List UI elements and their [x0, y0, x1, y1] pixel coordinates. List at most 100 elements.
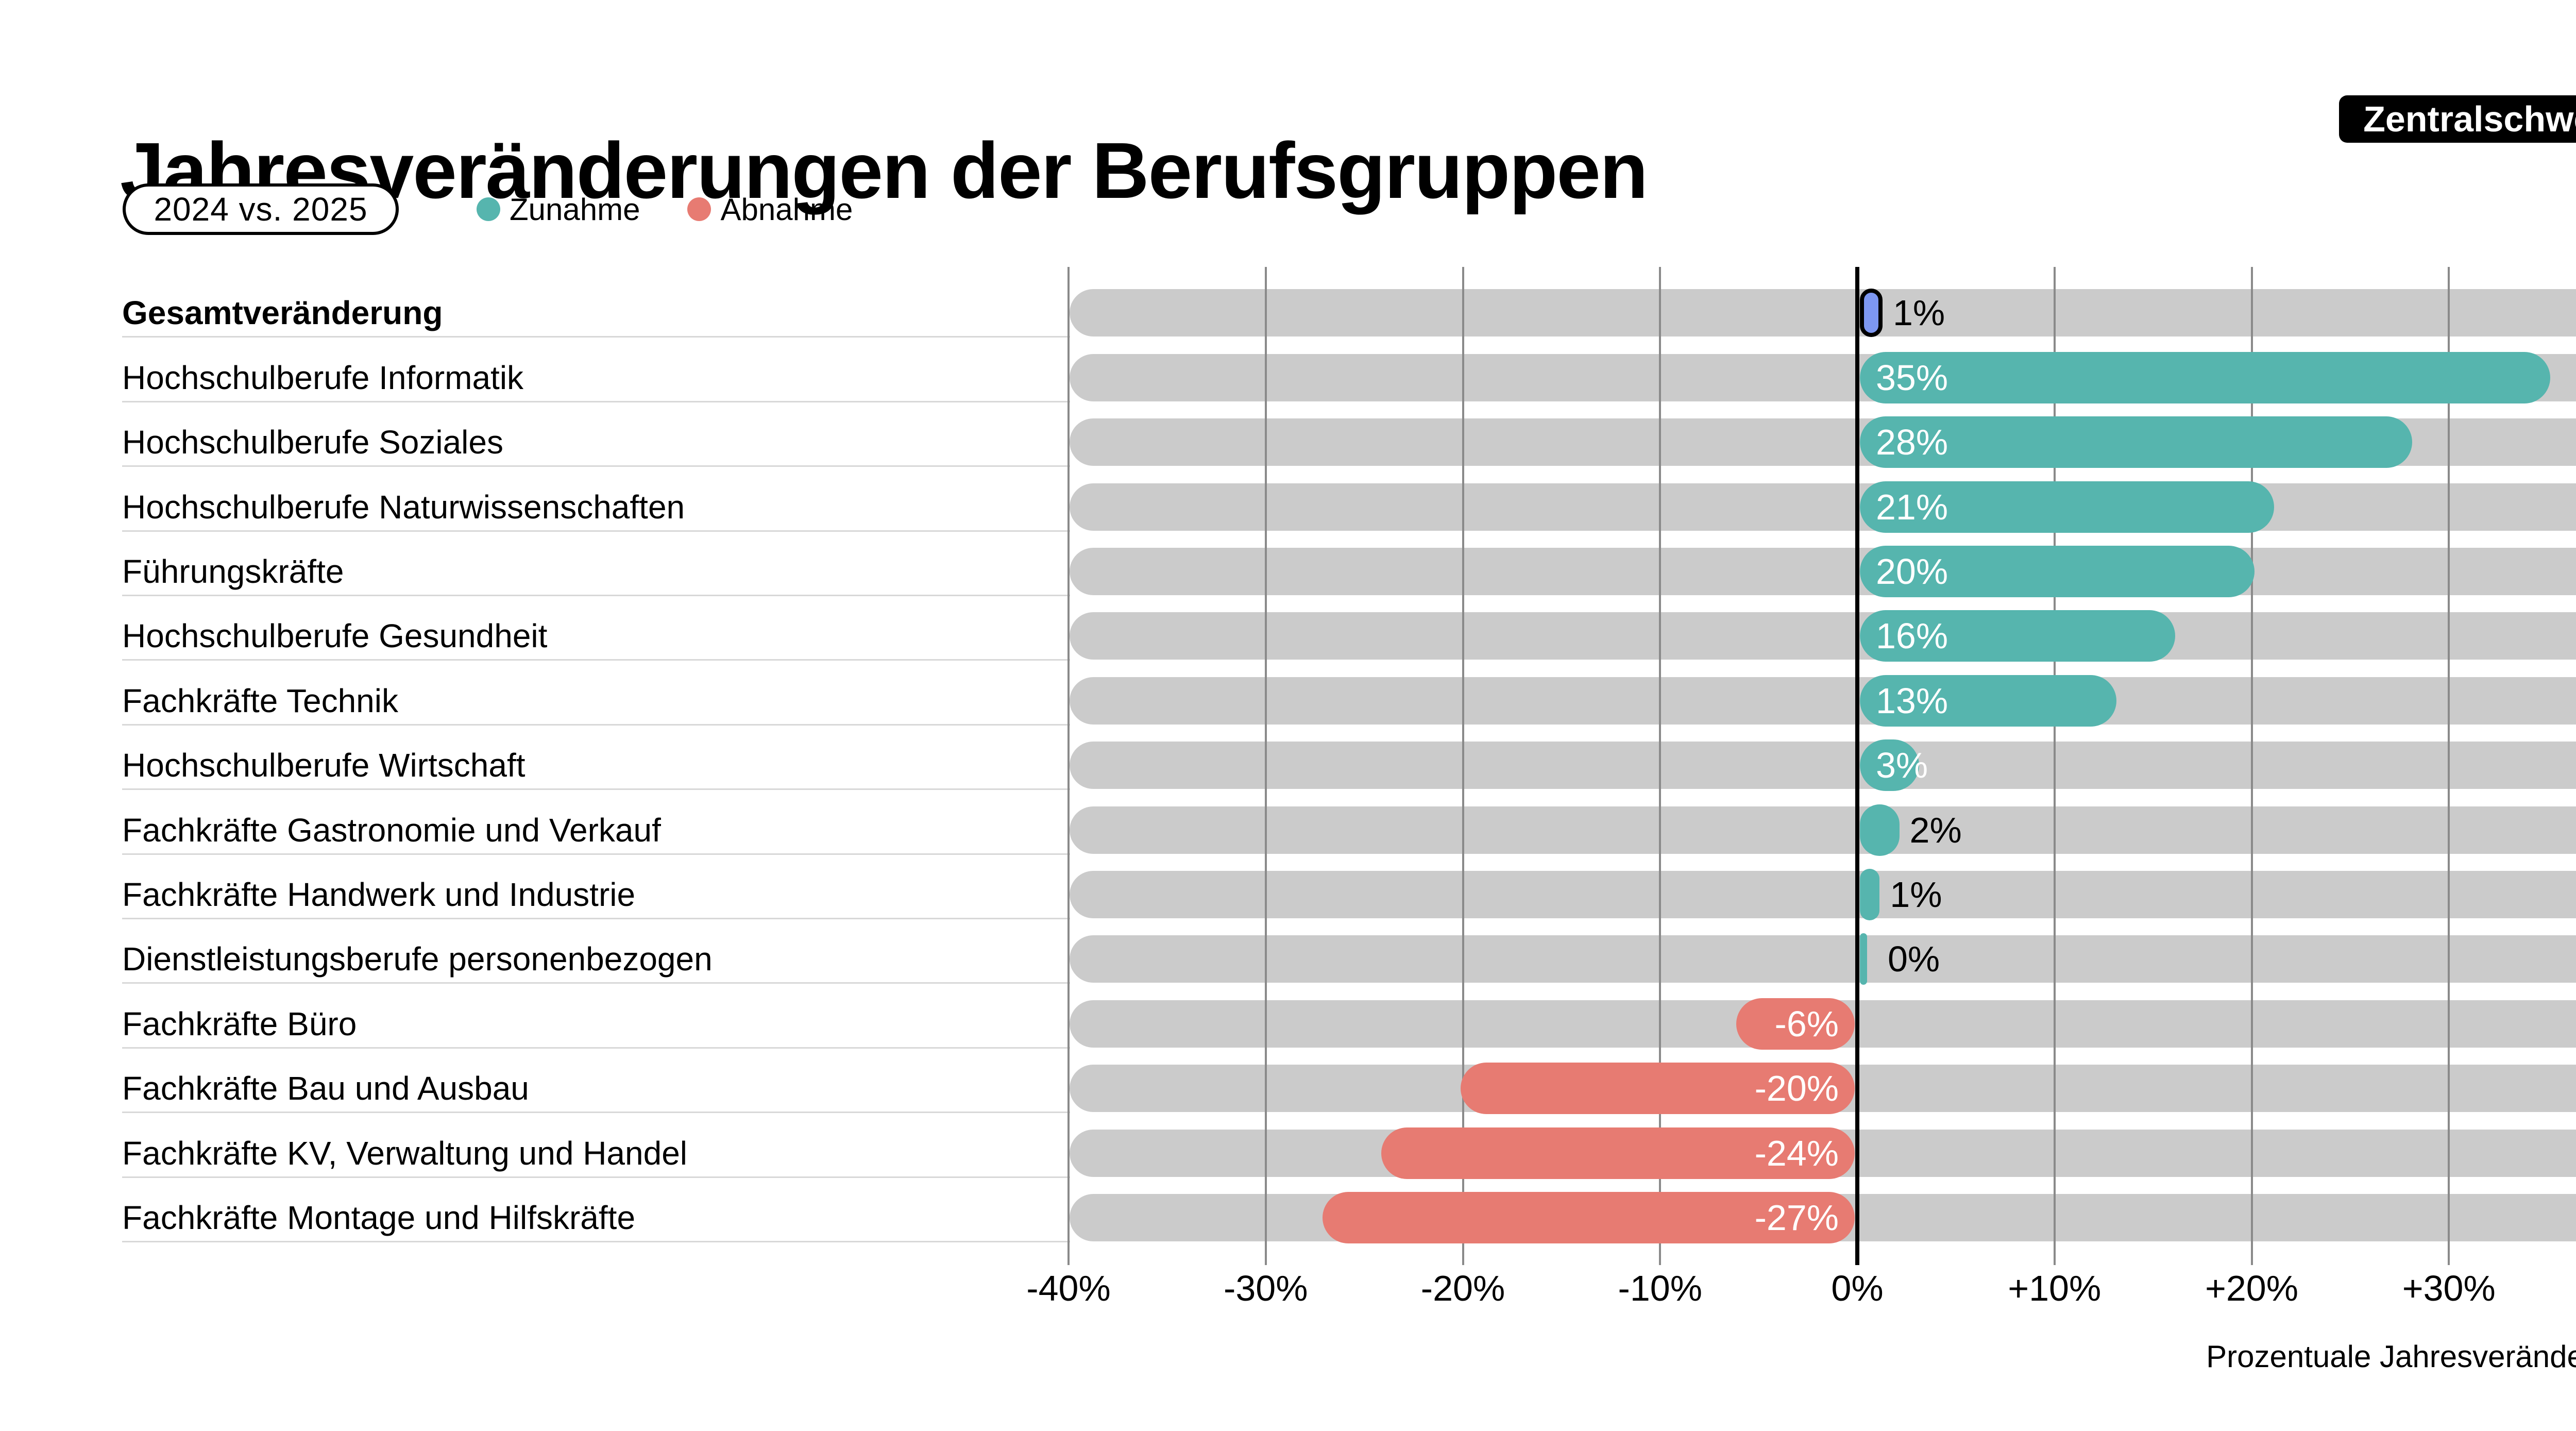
table-row-bars: 3%	[122, 725, 2576, 792]
row-separator	[122, 982, 1070, 984]
row-separator	[122, 1176, 1070, 1178]
table-row-background: Hochschulberufe Gesundheit	[122, 595, 2576, 661]
value-label: 35%	[1876, 357, 1948, 398]
bar-track	[1070, 483, 2576, 531]
value-bar-increase	[1860, 804, 1900, 856]
table-row-background: Fachkräfte Gastronomie und Verkauf	[122, 789, 2576, 855]
value-label: -6%	[1774, 1003, 1839, 1044]
bar-track	[1070, 870, 2576, 918]
value-bar-decrease	[1322, 1191, 1855, 1243]
value-bar-increase	[1860, 933, 1867, 985]
value-label: 1%	[1890, 874, 1942, 915]
value-label: -20%	[1754, 1068, 1839, 1109]
value-bar-decrease	[1736, 998, 1855, 1050]
table-row-bars: -24%	[122, 1112, 2576, 1179]
row-separator	[122, 400, 1070, 402]
value-bar-increase	[1860, 351, 2550, 403]
table-row-background: Dienstleistungsberufe personenbezogen	[122, 918, 2576, 984]
period-pill-label: 2024 vs. 2025	[154, 191, 368, 228]
value-label: 3%	[1876, 745, 1928, 786]
table-row-bars: 28%	[122, 401, 2576, 468]
x-axis-title: Prozentuale Jahresveränderung	[2206, 1339, 2576, 1374]
category-label: Fachkräfte Montage und Hilfskräfte	[122, 1199, 636, 1236]
value-bar-decrease	[1460, 1063, 1855, 1115]
brand-badge-label: Zentralschweiz	[2363, 99, 2576, 139]
table-row-bars: 13%	[122, 660, 2576, 727]
value-bar-decrease	[1381, 1127, 1855, 1179]
table-row-background: Fachkräfte Handwerk und Industrie	[122, 854, 2576, 919]
category-label: Führungskräfte	[122, 552, 344, 590]
category-label: Fachkräfte Gastronomie und Verkauf	[122, 811, 661, 849]
row-separator	[122, 530, 1070, 532]
value-bar-increase	[1860, 675, 2116, 727]
row-separator	[122, 1047, 1070, 1049]
table-row-background: Hochschulberufe Naturwissenschaften	[122, 466, 2576, 532]
row-separator	[122, 788, 1070, 790]
category-label: Fachkräfte Bau und Ausbau	[122, 1070, 529, 1107]
value-label: 16%	[1876, 616, 1948, 656]
table-row-bars: 35%	[122, 336, 2576, 403]
bar-track	[1070, 677, 2576, 725]
table-row-background: Führungskräfte	[122, 531, 2576, 596]
legend: Zunahme Abnahme	[477, 183, 900, 235]
value-bar-total	[1860, 289, 1883, 338]
value-label: 28%	[1876, 422, 1948, 463]
table-row-bars: 16%	[122, 595, 2576, 662]
bar-track	[1070, 547, 2576, 595]
legend-label-decrease: Abnahme	[720, 192, 853, 227]
increase-dot-icon	[477, 197, 500, 221]
table-row-bars: -6%	[122, 983, 2576, 1050]
category-label: Hochschulberufe Soziales	[122, 424, 503, 461]
value-label: 1%	[1893, 293, 1945, 333]
table-row-bars: 20%	[122, 531, 2576, 597]
value-label: 21%	[1876, 486, 1948, 527]
value-bar-increase	[1860, 610, 2176, 662]
value-label: 13%	[1876, 680, 1948, 721]
value-label: 20%	[1876, 551, 1948, 592]
category-label: Gesamtveränderung	[122, 294, 443, 332]
row-separator	[122, 1112, 1070, 1114]
table-row-bars: 2%	[122, 789, 2576, 856]
value-label: 0%	[1888, 939, 1940, 980]
table-row-bars: 1%	[122, 272, 2576, 338]
value-label: 2%	[1909, 810, 1962, 850]
table-row-bars: 21%	[122, 466, 2576, 533]
value-bar-increase	[1860, 545, 2255, 597]
row-separator	[122, 336, 1070, 338]
row-separator	[122, 917, 1070, 919]
category-label: Hochschulberufe Naturwissenschaften	[122, 488, 685, 526]
bar-track	[1070, 289, 2576, 337]
row-separator	[122, 1240, 1070, 1242]
table-row-bars: 1%	[122, 854, 2576, 920]
bar-track	[1070, 612, 2576, 660]
table-row-background: Gesamtveränderung	[122, 272, 2576, 338]
table-row-bars: -20%	[122, 1048, 2576, 1115]
legend-label-increase: Zunahme	[510, 192, 640, 227]
row-separator	[122, 465, 1070, 467]
brand-badge: Zentralschweiz	[2339, 95, 2576, 143]
value-bar-increase	[1860, 739, 1919, 792]
table-row-bars: 0%	[122, 918, 2576, 985]
value-bar-increase	[1860, 481, 2274, 533]
legend-item-increase: Zunahme	[477, 192, 640, 227]
category-label: Hochschulberufe Wirtschaft	[122, 747, 526, 784]
category-label: Fachkräfte Büro	[122, 1005, 357, 1042]
value-bar-increase	[1860, 416, 2412, 468]
category-label: Hochschulberufe Informatik	[122, 359, 524, 396]
row-separator	[122, 853, 1070, 855]
value-label: -24%	[1754, 1133, 1839, 1173]
category-label: Hochschulberufe Gesundheit	[122, 617, 548, 655]
row-separator	[122, 594, 1070, 596]
table-row-bars: -27%	[122, 1177, 2576, 1243]
bar-track	[1070, 935, 2576, 983]
legend-item-decrease: Abnahme	[687, 192, 853, 227]
bar-track	[1070, 806, 2576, 854]
period-pill: 2024 vs. 2025	[123, 183, 399, 235]
row-separator	[122, 659, 1070, 661]
bar-track	[1070, 742, 2576, 789]
category-label: Dienstleistungsberufe personenbezogen	[122, 940, 713, 978]
category-label: Fachkräfte Technik	[122, 682, 398, 719]
row-separator	[122, 723, 1070, 726]
